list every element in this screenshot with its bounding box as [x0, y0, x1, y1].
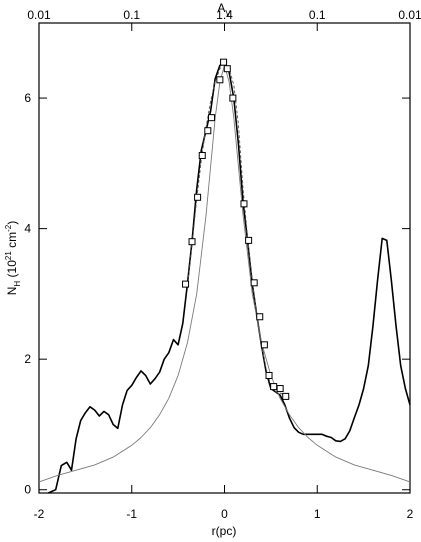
data-marker — [256, 313, 264, 321]
top-axis-ticks: 0.01 0.1 1.4 0.1 0.01 — [27, 8, 421, 31]
top-tick-label: 0.1 — [123, 8, 140, 22]
data-marker — [204, 127, 212, 135]
y-tick-label: 4 — [24, 222, 31, 236]
y-tick-label: 6 — [24, 91, 31, 105]
data-marker — [216, 76, 224, 84]
data-marker — [188, 238, 196, 246]
data-marker — [182, 280, 190, 288]
data-marker — [194, 193, 202, 201]
plot-frame — [38, 22, 411, 494]
data-marker — [223, 65, 231, 73]
x-tick-label: 1 — [314, 507, 321, 521]
top-axis-label-sub: V — [225, 9, 231, 18]
x-tick-label: 0 — [221, 507, 228, 521]
series-layer — [38, 61, 411, 494]
data-marker — [198, 152, 206, 160]
data-marker — [265, 372, 273, 379]
y-label-close: ) — [5, 221, 19, 225]
data-marker — [250, 279, 258, 287]
y-label-sub: H — [13, 281, 22, 287]
data-marker — [229, 94, 237, 102]
x-axis-ticks: -2 -1 0 1 2 — [34, 485, 414, 521]
series-line-3 — [186, 61, 290, 399]
data-marker — [220, 58, 228, 66]
data-marker — [276, 385, 284, 393]
y-label-rest: (10 — [5, 260, 19, 281]
y-label-unit: cm — [5, 232, 19, 251]
y-tick-label: 2 — [24, 352, 31, 366]
x-tick-label: -1 — [126, 507, 137, 521]
y-label-main: N — [5, 287, 19, 296]
series-line-1 — [47, 61, 411, 494]
top-axis-label-main: A — [217, 1, 225, 15]
x-tick-label: 2 — [407, 507, 414, 521]
y-label-sup2: -2 — [4, 224, 13, 232]
data-marker — [282, 392, 290, 400]
y-tick-label: 0 — [24, 483, 31, 497]
y-label-sup1: 21 — [4, 251, 13, 260]
data-marker — [260, 341, 268, 349]
marker-layer — [182, 58, 290, 400]
top-tick-label: 1.4 — [216, 8, 233, 22]
data-marker — [270, 383, 278, 391]
top-tick-label: 0.1 — [309, 8, 326, 22]
y-axis-ticks: 0 2 4 6 — [24, 91, 410, 497]
y-axis-label: NH (1021 cm-2) — [4, 221, 22, 296]
data-marker — [245, 236, 253, 244]
data-marker — [240, 200, 248, 208]
x-axis-label: r(pc) — [212, 524, 237, 538]
data-marker — [208, 114, 216, 122]
top-tick-label: 0.01 — [398, 8, 421, 22]
svg-text:NH (1021 cm-2): NH (1021 cm-2) — [4, 221, 22, 296]
top-axis-label: AV — [217, 1, 231, 18]
x-tick-label: -2 — [34, 507, 45, 521]
top-tick-label: 0.01 — [27, 8, 51, 22]
